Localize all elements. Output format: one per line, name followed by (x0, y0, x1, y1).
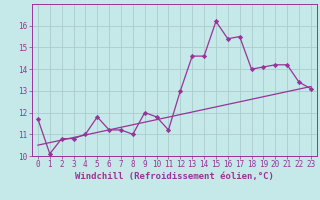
X-axis label: Windchill (Refroidissement éolien,°C): Windchill (Refroidissement éolien,°C) (75, 172, 274, 181)
